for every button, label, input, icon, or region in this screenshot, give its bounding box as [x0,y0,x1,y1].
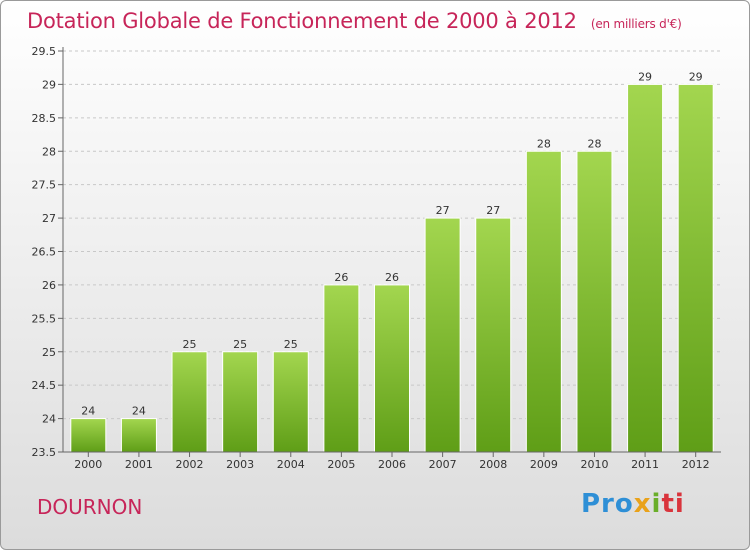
y-tick-label: 24.5 [32,379,57,392]
x-tick-label: 2004 [277,458,305,471]
y-tick-label: 27 [42,212,56,225]
bar [424,217,461,453]
x-tick-label: 2005 [327,458,355,471]
bar-value-label: 25 [284,338,298,351]
unit-label: (en milliers d'€) [590,17,682,31]
x-tick-label: 2002 [176,458,204,471]
bar [120,418,157,453]
y-tick-label: 23.5 [32,446,57,459]
bars: 24 24 25 25 25 26 26 27 27 28 28 29 29 [70,70,714,453]
y-tick-label: 29 [42,78,56,91]
bar-value-label: 26 [385,271,399,284]
chart-title: Dotation Globale de Fonctionnement de 20… [27,9,682,33]
y-tick-label: 28 [42,145,56,158]
logo-part: i [651,489,662,519]
bar-value-label: 24 [81,405,95,418]
x-tick-label: 2012 [682,458,710,471]
logo-part: ti [661,489,685,519]
bar [171,351,208,453]
proxiti-logo: Proxiti [581,489,685,519]
bar-value-label: 28 [537,137,551,150]
x-tick-label: 2010 [580,458,608,471]
bar [475,217,512,453]
bar-value-label: 26 [334,271,348,284]
y-tick-label: 25 [42,346,56,359]
x-tick-label: 2006 [378,458,406,471]
logo-part: Pro [581,489,634,519]
x-tick-label: 2003 [226,458,254,471]
bar [70,418,107,453]
y-tick-label: 25.5 [32,312,57,325]
x-tick-label: 2001 [125,458,153,471]
bar-value-label: 27 [436,204,450,217]
x-tick-label: 2008 [479,458,507,471]
bar [374,284,410,453]
x-tick-label: 2007 [429,458,457,471]
bar [525,150,562,453]
bar-value-label: 25 [183,338,197,351]
commune-name: DOURNON [37,495,143,519]
y-tick-label: 28.5 [32,112,57,125]
bar-value-label: 25 [233,338,247,351]
bar-value-label: 28 [587,137,601,150]
x-tick-label: 2000 [74,458,102,471]
x-tick-label: 2011 [631,458,659,471]
title-text: Dotation Globale de Fonctionnement de 20… [27,9,577,33]
bar [272,351,309,453]
x-tick-label: 2009 [530,458,558,471]
bar [222,351,259,453]
logo-part: x [633,489,652,519]
bar-value-label: 27 [486,204,500,217]
bar [323,284,360,453]
y-tick-label: 27.5 [32,179,57,192]
bar-value-label: 29 [638,70,652,83]
y-tick-label: 29.5 [32,45,57,58]
bar [677,83,714,453]
axes: 23.5 24 24.5 25 25.5 26 26.5 27 27.5 28 28.5 29 29.5… [32,45,721,471]
bar [576,150,613,453]
bar-value-label: 29 [689,70,703,83]
y-tick-label: 26 [42,279,56,292]
y-tick-label: 26.5 [32,246,57,259]
bar [627,83,664,453]
y-tick-label: 24 [42,413,56,426]
bar-value-label: 24 [132,405,146,418]
